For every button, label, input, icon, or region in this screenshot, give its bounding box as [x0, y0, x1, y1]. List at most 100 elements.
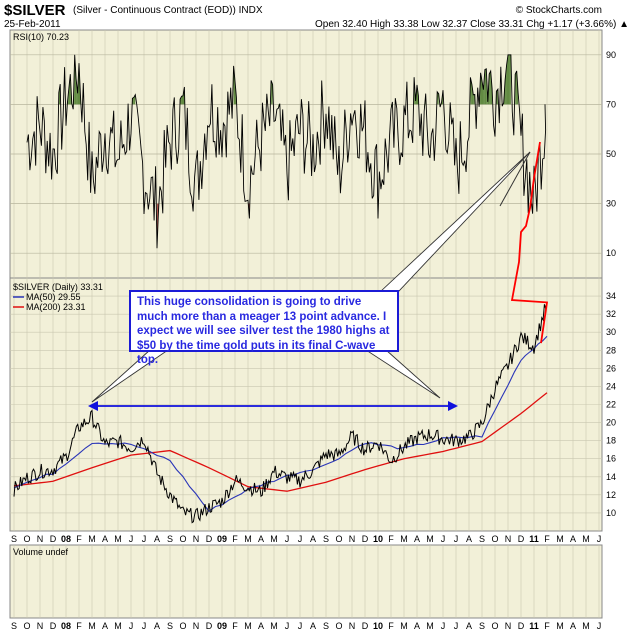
x-tick-label: M	[426, 621, 434, 631]
x-tick-label: D	[206, 534, 213, 544]
x-tick-label: F	[388, 534, 394, 544]
symbol-description: (Silver - Continuous Contract (EOD)) IND…	[73, 5, 263, 16]
x-tick-label: F	[232, 534, 238, 544]
x-tick-label: D	[518, 534, 525, 544]
x-tick-label: M	[114, 621, 122, 631]
rsi-overbought-fill	[482, 80, 484, 105]
x-tick-label: J	[441, 534, 446, 544]
x-tick-label: N	[349, 534, 356, 544]
x-tick-label: A	[466, 621, 472, 631]
x-tick-label: N	[37, 534, 44, 544]
price-series	[13, 302, 548, 524]
x-tick-label: J	[142, 621, 147, 631]
rsi-overbought-fill	[506, 54, 508, 105]
x-tick-label: F	[544, 534, 550, 544]
x-tick-label: J	[285, 534, 290, 544]
x-tick-label: F	[232, 621, 238, 631]
ma200-legend: MA(200) 23.31	[26, 302, 86, 312]
axis-ticks: SSOONNDD0808FFMMAAMMJJJJAASSOONNDD0909FF…	[11, 50, 616, 631]
x-tick-label: O	[335, 534, 342, 544]
rsi-y-tick: 90	[606, 50, 616, 60]
watermark: © StockCharts.com	[516, 5, 602, 16]
rsi-series	[26, 54, 547, 249]
x-tick-label: M	[270, 621, 278, 631]
x-tick-label: A	[570, 621, 576, 631]
x-tick-label: A	[414, 621, 420, 631]
x-tick-label: M	[426, 534, 434, 544]
x-tick-label: S	[323, 621, 329, 631]
x-tick-label: A	[414, 534, 420, 544]
x-tick-label: F	[388, 621, 394, 631]
x-tick-label: M	[556, 534, 564, 544]
price-y-tick: 28	[606, 345, 616, 355]
arrow-head-left	[88, 401, 98, 411]
x-tick-label: D	[50, 534, 57, 544]
x-tick-label: 10	[373, 534, 383, 544]
price-line	[13, 302, 548, 524]
x-tick-label: N	[505, 621, 512, 631]
price-y-tick: 30	[606, 327, 616, 337]
x-tick-label: 10	[373, 621, 383, 631]
x-tick-label: M	[582, 534, 590, 544]
x-tick-label: A	[102, 621, 108, 631]
x-tick-label: A	[258, 534, 264, 544]
x-tick-label: J	[298, 534, 303, 544]
rsi-overbought-fill	[489, 70, 491, 105]
x-tick-label: M	[88, 534, 96, 544]
x-tick-label: S	[167, 621, 173, 631]
x-tick-label: 08	[61, 534, 71, 544]
price-y-tick: 12	[606, 490, 616, 500]
ma50-legend: MA(50) 29.55	[26, 292, 81, 302]
x-tick-label: A	[570, 534, 576, 544]
x-tick-label: N	[37, 621, 44, 631]
x-tick-label: N	[193, 621, 200, 631]
rsi-y-tick: 30	[606, 199, 616, 209]
projection-line	[510, 141, 549, 344]
rsi-overbought-fill	[509, 54, 511, 105]
x-tick-label: S	[479, 621, 485, 631]
rsi-overbought-fill	[473, 94, 475, 105]
x-tick-label: J	[285, 621, 290, 631]
price-y-tick: 18	[606, 436, 616, 446]
arrow-head-right	[448, 401, 458, 411]
rsi-overbought-fill	[233, 65, 235, 105]
x-tick-label: 11	[529, 534, 539, 544]
x-tick-label: J	[298, 621, 303, 631]
x-tick-label: M	[582, 621, 590, 631]
price-y-tick: 16	[606, 454, 616, 464]
rsi-overbought-fill	[271, 80, 273, 105]
x-tick-label: J	[597, 534, 602, 544]
price-y-tick: 10	[606, 508, 616, 518]
x-tick-label: N	[505, 534, 512, 544]
rsi-overbought-fill	[484, 68, 487, 105]
x-tick-label: M	[244, 621, 252, 631]
x-tick-label: O	[491, 534, 498, 544]
price-y-tick: 34	[606, 291, 616, 301]
x-tick-label: J	[129, 534, 134, 544]
rsi-overbought-fill	[515, 70, 517, 105]
x-tick-label: F	[76, 534, 82, 544]
x-tick-label: A	[154, 621, 160, 631]
x-tick-label: O	[179, 621, 186, 631]
x-tick-label: O	[335, 621, 342, 631]
x-tick-label: M	[114, 534, 122, 544]
x-tick-label: A	[102, 534, 108, 544]
x-tick-label: N	[193, 534, 200, 544]
rsi-overbought-fill	[181, 95, 183, 105]
ohlc-readout: Open 32.40 High 33.38 Low 32.37 Close 33…	[315, 19, 628, 30]
symbol-title: $SILVER	[4, 2, 66, 19]
rsi-overbought-fill	[508, 54, 510, 105]
x-tick-label: A	[466, 534, 472, 544]
rsi-overbought-fill	[496, 89, 498, 105]
x-tick-label: M	[88, 621, 96, 631]
price-y-tick: 22	[606, 400, 616, 410]
rsi-label: RSI(10) 70.23	[13, 32, 69, 42]
x-tick-label: J	[129, 621, 134, 631]
x-tick-label: O	[491, 621, 498, 631]
x-tick-label: J	[441, 621, 446, 631]
x-tick-label: O	[179, 534, 186, 544]
rsi-overbought-fill	[58, 84, 61, 105]
x-tick-label: 08	[61, 621, 71, 631]
chart-date: 25-Feb-2011	[4, 19, 61, 30]
